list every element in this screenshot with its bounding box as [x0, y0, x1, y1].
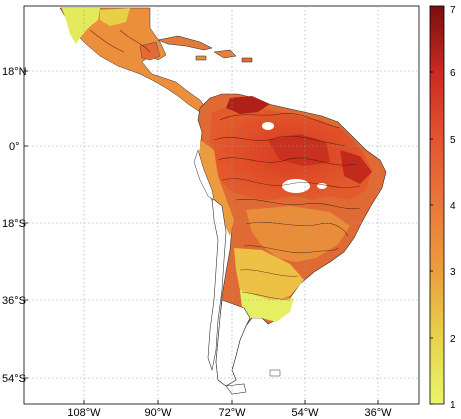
contour-lines	[89, 29, 361, 301]
land-hispaniola	[213, 49, 237, 59]
land-central-america	[59, 7, 207, 113]
colorbar-tick-label: 7	[450, 5, 456, 16]
colorbar-tick-label: 1	[450, 400, 456, 411]
nodata-gap-2	[262, 122, 274, 130]
nodata-gap-1	[282, 179, 310, 193]
zone-deep-red-north	[226, 96, 270, 114]
lat-tick-label: 18°S	[2, 218, 26, 230]
zone-peru-coast	[193, 149, 215, 201]
land-jamaica	[195, 55, 207, 61]
lat-tick-label: 36°S	[2, 295, 26, 307]
lat-tick-labels: 18°N 0° 18°S 36°S 54°S	[2, 66, 27, 385]
colorbar-tick-label: 6	[450, 68, 456, 79]
colorbar-tick-label: 3	[450, 267, 456, 278]
lon-tick-label: 108°W	[67, 407, 101, 419]
lat-tick-label: 0°	[9, 141, 20, 153]
data-field	[59, 7, 387, 395]
land-falklands	[269, 369, 281, 377]
colorbar-tick-label: 5	[450, 135, 456, 146]
lon-tick-labels: 108°W 90°W 72°W 54°W 36°W	[67, 407, 392, 419]
colorbar-tick-label: 2	[450, 334, 456, 345]
zone-patagonia	[215, 299, 251, 387]
lon-tick-label: 54°W	[291, 407, 319, 419]
zone-deep-red-east	[340, 150, 372, 184]
land-mexico-north-yellow	[62, 8, 100, 44]
zone-chile	[207, 197, 227, 372]
lon-tick-label: 36°W	[364, 407, 392, 419]
land-puerto-rico	[241, 57, 253, 63]
colorbar-tick-label: 4	[450, 201, 456, 212]
zone-south-central	[246, 206, 350, 262]
graticule	[24, 6, 419, 404]
colorbar: 1 2 3 4 5 6 7	[429, 5, 456, 411]
lon-tick-label: 90°W	[144, 407, 172, 419]
lat-tick-label: 54°S	[2, 373, 26, 385]
land-tierra-del-fuego	[225, 383, 247, 395]
zone-pampas	[240, 290, 294, 322]
land-mexico-patch	[100, 8, 130, 26]
nodata-gap-3	[317, 183, 327, 189]
lat-tick-label: 18°N	[2, 66, 27, 78]
frame-ticks	[24, 70, 379, 404]
lon-tick-label: 72°W	[218, 407, 246, 419]
land-yucatan	[139, 41, 161, 61]
zone-argentina-north	[234, 248, 304, 302]
zone-deep-red-central	[268, 134, 330, 166]
zone-andes-west	[200, 140, 234, 236]
land-cuba	[157, 35, 213, 51]
